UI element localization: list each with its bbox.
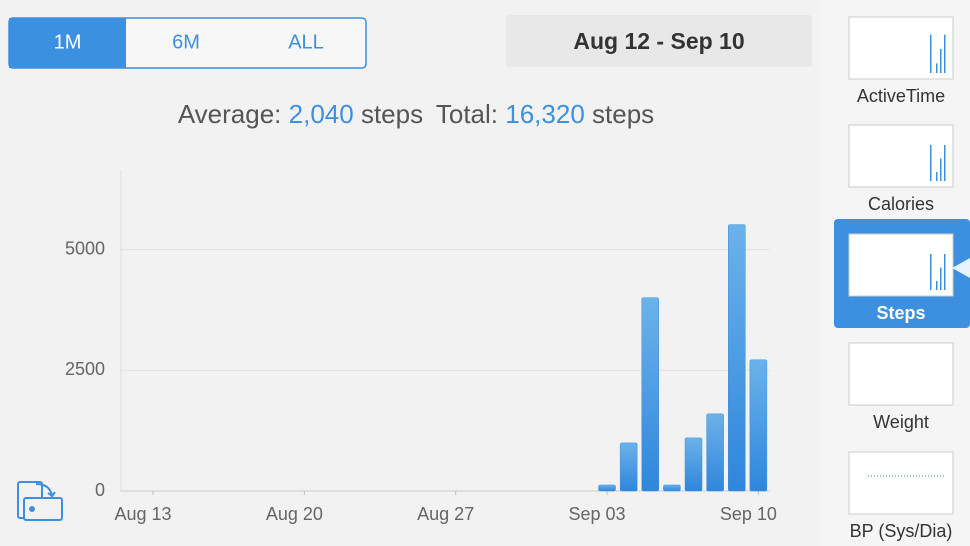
- tab[interactable]: [246, 18, 366, 68]
- bar: [663, 484, 681, 492]
- total-unit: steps: [592, 99, 654, 129]
- average-label: Average:: [178, 99, 282, 129]
- selection-arrow: [952, 258, 970, 278]
- bar: [598, 484, 616, 492]
- thumbnail-bar: [936, 281, 938, 290]
- average-unit: steps: [361, 99, 423, 129]
- thumbnail-bar: [936, 63, 938, 73]
- bar: [684, 437, 703, 492]
- sidebar-label[interactable]: ActiveTime: [857, 86, 945, 106]
- date-range: Aug 12 - Sep 10: [573, 28, 744, 54]
- x-tick-label: Aug 13: [114, 504, 171, 524]
- rotate-icon[interactable]: [17, 481, 63, 521]
- tab-label[interactable]: 1M: [54, 31, 82, 53]
- total-value: 16,320: [505, 99, 585, 129]
- thumbnail[interactable]: [848, 451, 954, 515]
- thumbnail-bar: [930, 145, 932, 181]
- thumbnail-bar: [930, 34, 932, 73]
- sidebar-label[interactable]: Weight: [873, 412, 929, 432]
- bar: [749, 359, 768, 492]
- x-tick-label: Aug 20: [266, 504, 323, 524]
- bar: [619, 442, 638, 492]
- tab[interactable]: [126, 18, 246, 68]
- bar: [728, 224, 746, 492]
- thumbnail[interactable]: [848, 233, 954, 297]
- x-tick-label: Sep 03: [569, 504, 626, 524]
- thumbnail-bar: [930, 254, 932, 290]
- y-tick-label: 0: [95, 480, 105, 500]
- x-tick-label: Sep 10: [720, 504, 777, 524]
- summary: Average: 2,040 steps Total: 16,320 steps: [178, 99, 654, 129]
- tab[interactable]: [9, 18, 126, 68]
- tab-label[interactable]: ALL: [288, 31, 324, 53]
- thumbnail-bar: [940, 267, 942, 290]
- tab-border: [8, 17, 367, 69]
- thumbnail-bar: [944, 145, 946, 181]
- tab-label[interactable]: 6M: [172, 31, 200, 53]
- thumbnail[interactable]: [848, 16, 954, 80]
- thumbnail-bar: [944, 254, 946, 290]
- bar: [641, 297, 660, 492]
- date-box: [506, 15, 812, 67]
- y-tick-label: 2500: [65, 359, 105, 379]
- thumbnail-bar: [936, 172, 938, 181]
- sidebar-label[interactable]: BP (Sys/Dia): [850, 521, 953, 541]
- y-tick-label: 5000: [65, 238, 105, 258]
- thumbnail[interactable]: [848, 124, 954, 188]
- total-label: Total:: [436, 99, 498, 129]
- average-value: 2,040: [289, 99, 354, 129]
- thumbnail-bar: [944, 34, 946, 73]
- thumbnail-bar: [940, 49, 942, 73]
- sidebar-label[interactable]: Calories: [868, 194, 934, 214]
- thumbnail-bar: [940, 158, 942, 181]
- thumbnail[interactable]: [848, 342, 954, 406]
- sidebar-label[interactable]: Steps: [876, 303, 925, 323]
- x-tick-label: Aug 27: [417, 504, 474, 524]
- bar: [706, 413, 724, 492]
